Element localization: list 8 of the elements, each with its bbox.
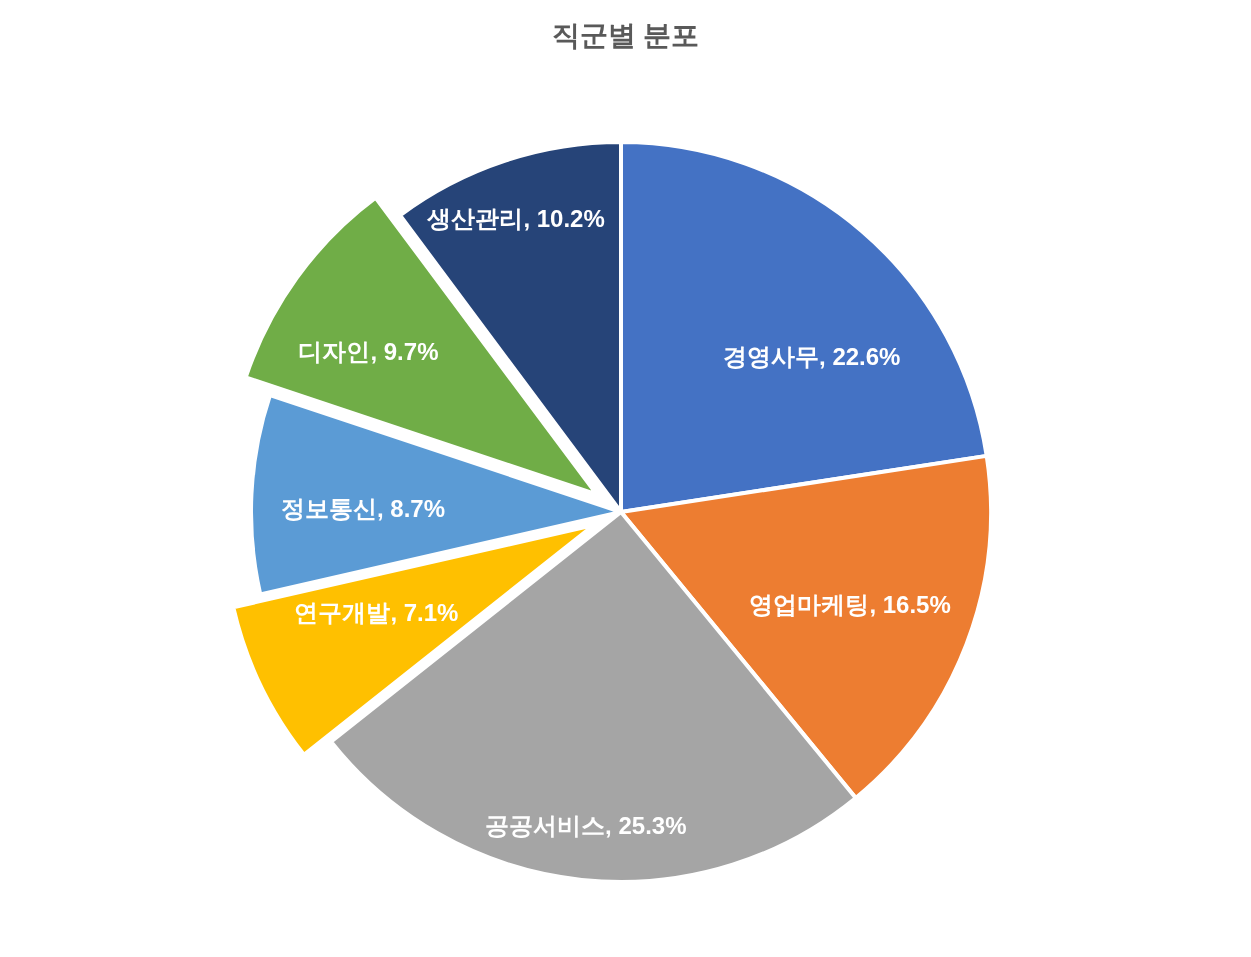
slice-label: 정보통신, 8.7% — [281, 495, 446, 523]
slice-label: 공공서비스, 25.3% — [485, 811, 687, 839]
slice-label: 생산관리, 10.2% — [426, 204, 605, 232]
slice-label: 연구개발, 7.1% — [294, 599, 459, 627]
slice-label: 디자인, 9.7% — [298, 338, 439, 366]
slice-label: 경영사무, 22.6% — [723, 343, 901, 371]
slice-label: 영업마케팅, 16.5% — [749, 590, 951, 618]
chart-title: 직군별 분포 — [551, 19, 700, 51]
